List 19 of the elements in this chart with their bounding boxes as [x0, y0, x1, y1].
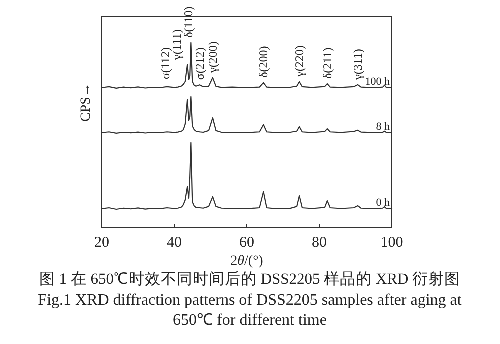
series-label: 0 h	[376, 196, 390, 209]
annotation: σ(212)	[192, 48, 207, 80]
x-tick-label: 40	[167, 235, 182, 251]
annotation: γ(200)	[206, 42, 220, 74]
x-tick-label: 100	[380, 235, 404, 251]
y-axis-title: CPS→	[79, 83, 94, 122]
annotation: σ(112)	[158, 48, 172, 80]
x-axis-title: 2θ/(°)	[230, 254, 264, 269]
series-label: 8 h	[376, 120, 390, 133]
annotation: δ(200)	[256, 46, 271, 78]
x-tick-label: 20	[94, 235, 110, 251]
series-label: 100 h	[365, 76, 390, 88]
x-tick-label: 80	[312, 235, 327, 251]
text: 图 1 在 650℃时效不同时间后的 DSS2205 样品的 XRD 衍射图	[39, 270, 461, 288]
annotation: δ(211)	[320, 48, 334, 79]
annotation: γ(311)	[350, 49, 365, 81]
x-tick-label: 60	[240, 235, 254, 251]
annotation: γ(220)	[292, 46, 307, 78]
text: Fig.1 XRD diffraction patterns of DSS2205 samples after aging at 650℃ for different time	[38, 292, 462, 329]
